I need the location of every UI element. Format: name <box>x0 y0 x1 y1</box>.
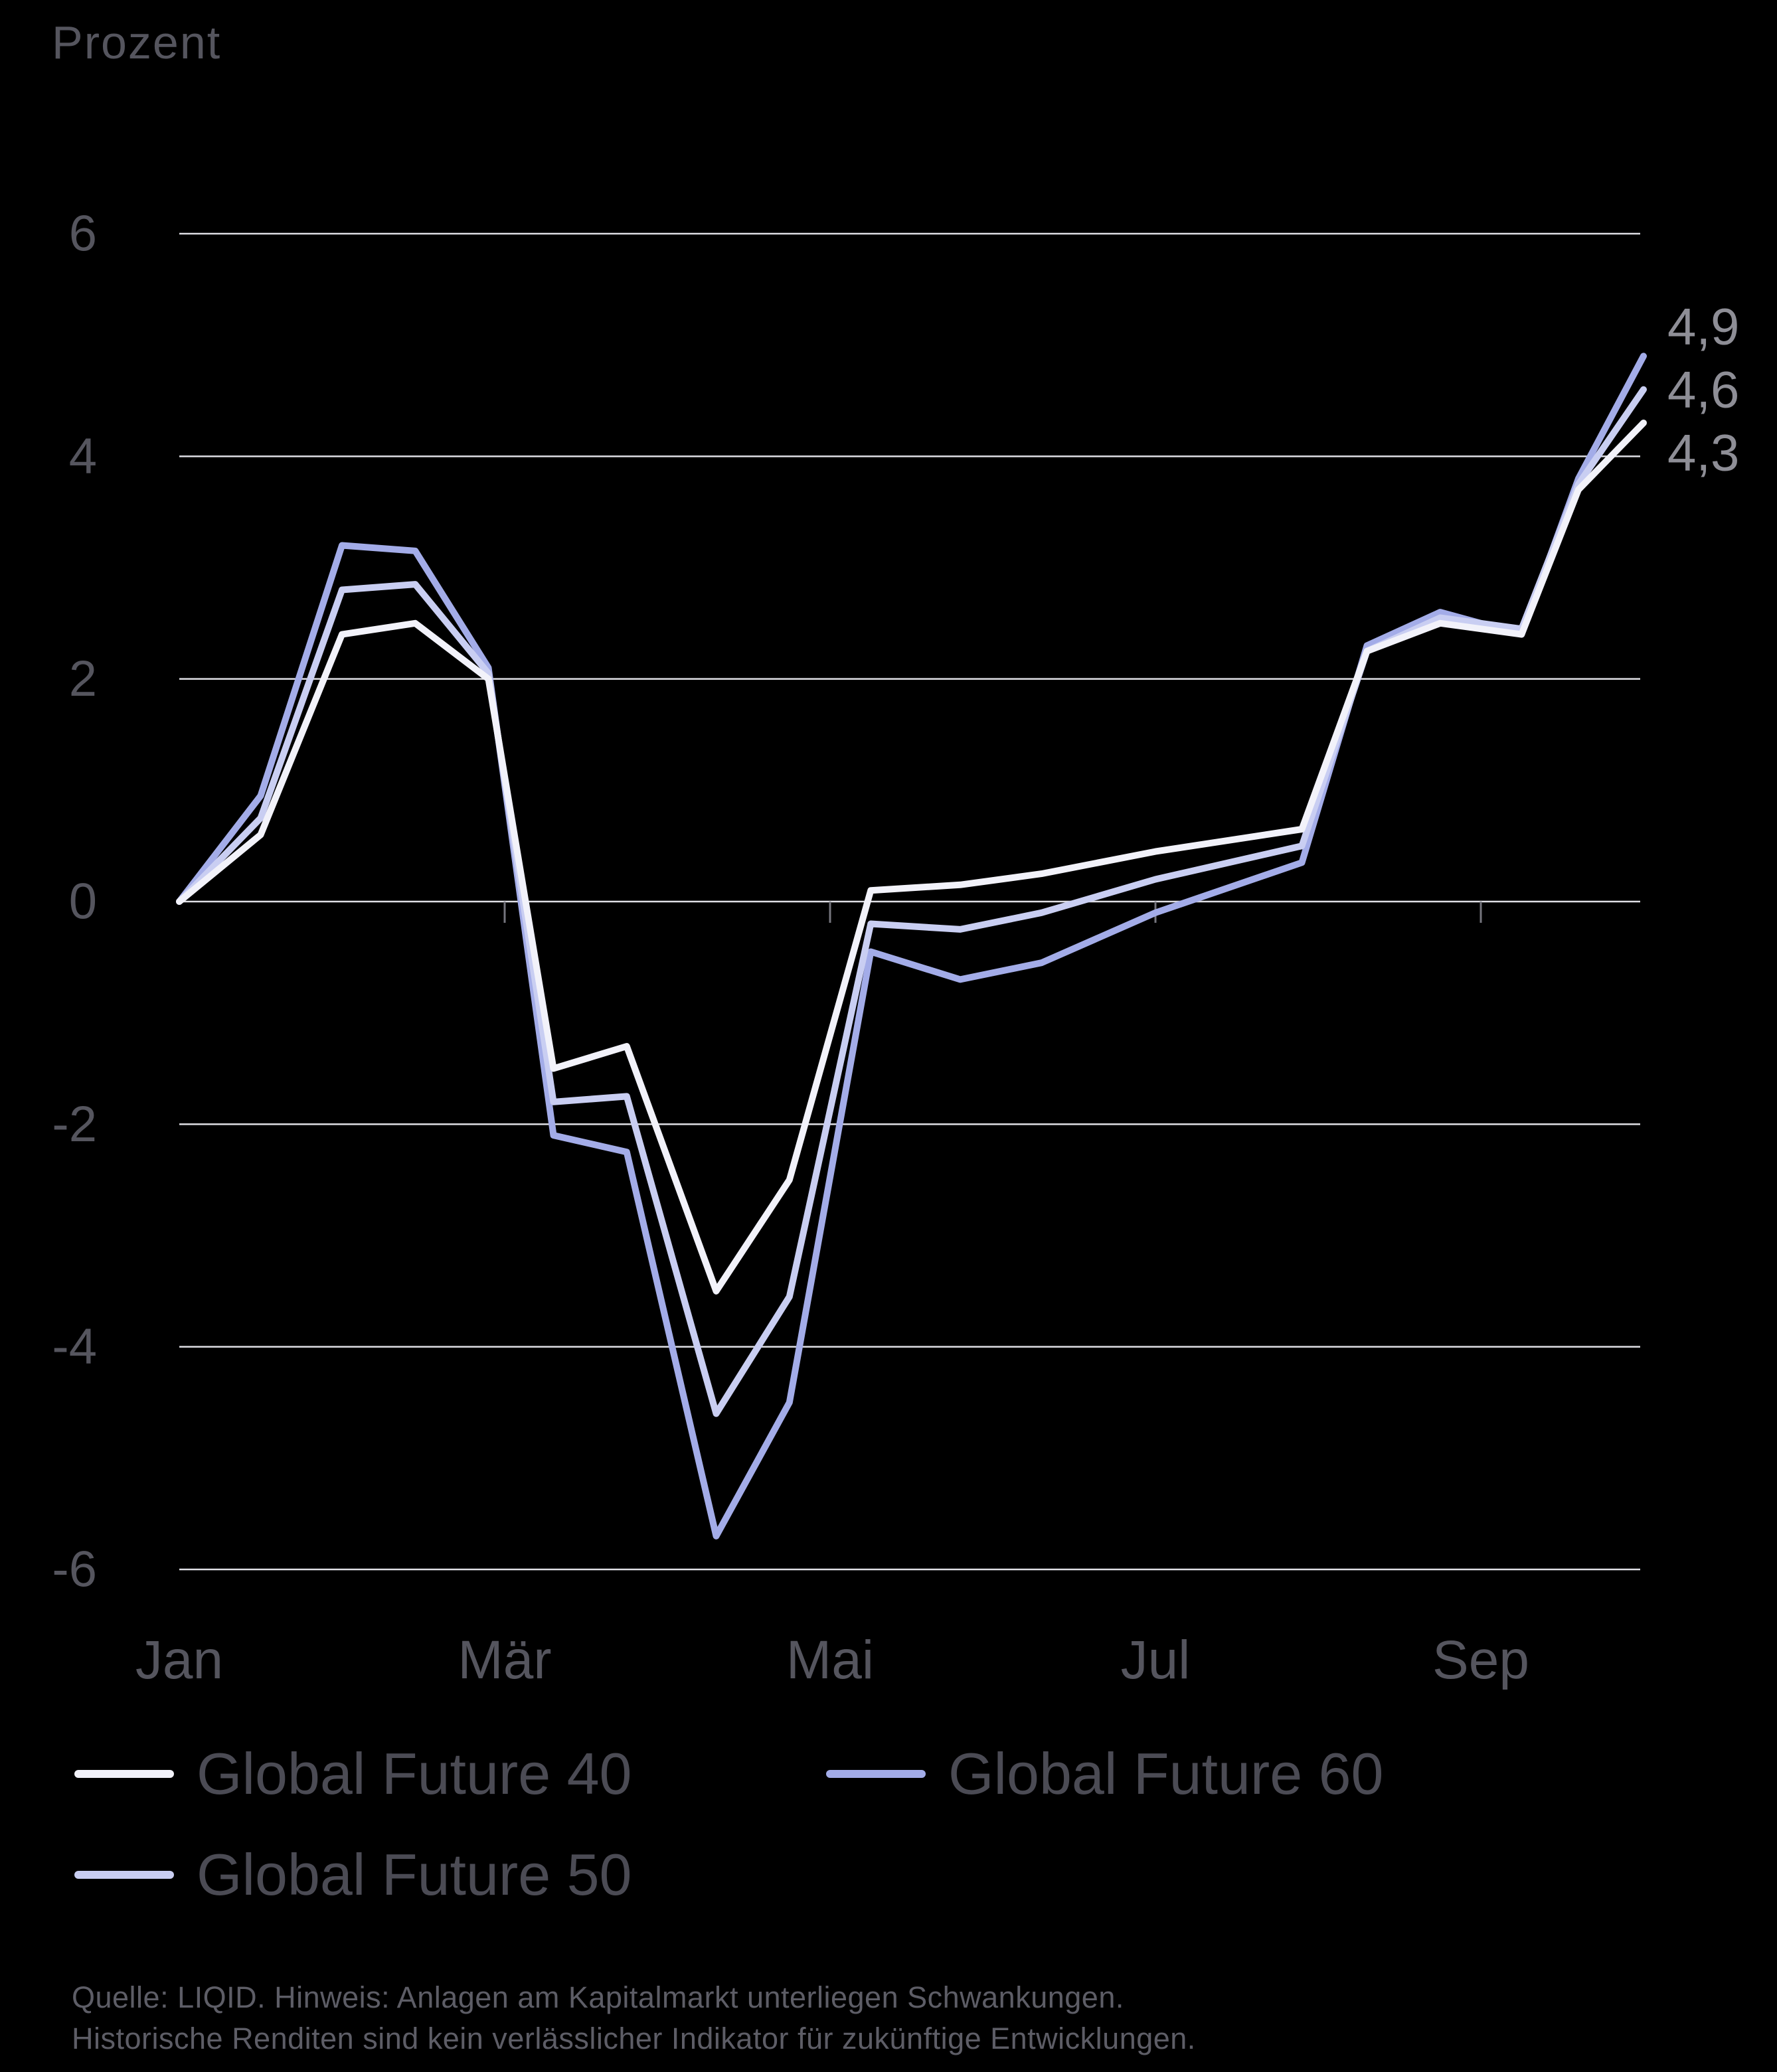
chart-legend: Global Future 40 Global Future 60 Global… <box>74 1723 1384 1925</box>
end-value-label: 4,6 <box>1667 360 1739 419</box>
series-line-gf50 <box>176 386 1647 1417</box>
legend-swatch-global-future-60-icon <box>826 1770 926 1778</box>
line-chart: 6 4 2 0 -2 -4 -6 Jan Mär Mai Jul Sep 4,94,64,3 <box>52 206 1739 1691</box>
y-axis-label: 2 <box>69 651 97 707</box>
x-axis-label: Jan <box>135 1630 223 1690</box>
legend-label-global-future-60: Global Future 60 <box>948 1741 1384 1806</box>
legend-item-global-future-60: Global Future 60 <box>826 1740 1384 1808</box>
footnote-line-2: Historische Renditen sind kein verlässli… <box>72 2022 1196 2056</box>
legend-row-1: Global Future 40 Global Future 60 <box>74 1723 1384 1824</box>
legend-item-global-future-50: Global Future 50 <box>74 1841 826 1909</box>
chart-title: Prozent <box>52 17 222 68</box>
y-axis-label: -4 <box>52 1318 97 1375</box>
y-axis-label: 4 <box>69 428 97 485</box>
legend-label-global-future-50: Global Future 50 <box>197 1842 632 1907</box>
x-axis-label: Mai <box>786 1630 874 1690</box>
y-axis-label: -6 <box>52 1542 97 1598</box>
legend-swatch-global-future-40-icon <box>74 1770 174 1778</box>
legend-swatch-global-future-50-icon <box>74 1871 174 1879</box>
y-axis-label: -2 <box>52 1096 97 1153</box>
source-note: Quelle: LIQID. Hinweis: Anlagen am Kapit… <box>72 1977 1196 2059</box>
x-axis-label: Mär <box>458 1630 551 1690</box>
y-axis-label: 0 <box>69 874 97 930</box>
end-value-label: 4,3 <box>1667 424 1739 482</box>
footnote-line-1: Quelle: LIQID. Hinweis: Anlagen am Kapit… <box>72 1980 1124 2014</box>
x-axis-label: Sep <box>1432 1630 1529 1690</box>
legend-label-global-future-40: Global Future 40 <box>197 1741 632 1806</box>
legend-row-2: Global Future 50 <box>74 1824 1384 1925</box>
legend-item-global-future-40: Global Future 40 <box>74 1740 826 1808</box>
y-axis-label: 6 <box>69 206 97 262</box>
x-axis-label: Jul <box>1121 1630 1191 1690</box>
series-line-gf40 <box>176 420 1647 1295</box>
series-line-gf60 <box>176 353 1647 1540</box>
end-value-label: 4,9 <box>1667 297 1739 356</box>
